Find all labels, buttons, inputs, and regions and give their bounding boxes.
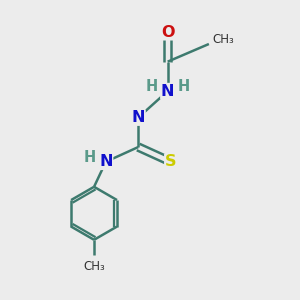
Text: CH₃: CH₃ — [83, 260, 105, 273]
Text: H: H — [178, 79, 190, 94]
Text: S: S — [165, 154, 176, 169]
Text: H: H — [83, 150, 96, 165]
Text: N: N — [99, 154, 112, 169]
Text: H: H — [145, 79, 158, 94]
Text: N: N — [131, 110, 145, 125]
Text: N: N — [161, 84, 174, 99]
Text: CH₃: CH₃ — [212, 33, 234, 46]
Text: O: O — [161, 25, 174, 40]
